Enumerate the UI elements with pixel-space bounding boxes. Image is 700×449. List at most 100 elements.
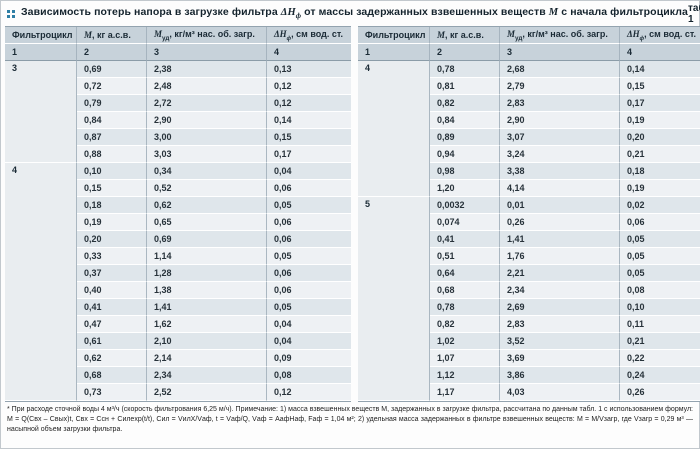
table-row: 1,17 4,03 0,26 — [358, 384, 700, 401]
cell-mass: 0,074 — [430, 214, 500, 231]
cell-headloss: 0,10 — [620, 299, 700, 316]
delta-h-subscript: ф — [295, 11, 302, 21]
table-row: 0,64 2,21 0,05 — [358, 265, 700, 282]
cell-headloss: 0,17 — [620, 95, 700, 112]
column-number: 2 — [77, 44, 147, 61]
column-label: , см вод. ст. — [644, 28, 696, 39]
table-row: 3 0,69 2,38 0,13 — [5, 61, 351, 163]
column-label: Фильтроцикл — [12, 30, 73, 40]
table-row: 0,88 3,03 0,17 — [5, 146, 351, 163]
table-row: 0,15 0,52 0,06 — [5, 180, 351, 197]
cell-headloss: 0,19 — [620, 112, 700, 129]
cell-mass: 0,62 — [77, 350, 147, 367]
cell-mass: 0,33 — [77, 248, 147, 265]
cell-mass: 0,89 — [430, 129, 500, 146]
cell-specific-mass: 3,03 — [147, 146, 267, 163]
cell-mass: 1,12 — [430, 367, 500, 384]
table-row: 0,19 0,65 0,06 — [5, 214, 351, 231]
title-text-part: с начала фильтроцикла — [558, 6, 688, 19]
tables-container: Фильтроцикл M, кг а.с.в. Mуд, кг/м³ нас.… — [5, 26, 700, 402]
cell-mass: 0,69 — [77, 61, 147, 78]
cell-specific-mass: 1,41 — [147, 299, 267, 316]
cell-specific-mass: 0,52 — [147, 180, 267, 197]
cell-specific-mass: 4,03 — [500, 384, 620, 401]
table-row: 0,61 2,10 0,04 — [5, 333, 351, 350]
cell-specific-mass: 3,38 — [500, 163, 620, 180]
cell-mass: 0,20 — [77, 231, 147, 248]
cell-mass: 1,02 — [430, 333, 500, 350]
cell-specific-mass: 0,26 — [500, 214, 620, 231]
cell-headloss: 0,08 — [620, 282, 700, 299]
cell-mass: 1,17 — [430, 384, 500, 401]
numbering-row: 1 2 3 4 — [358, 44, 700, 61]
cycle-number: 4 — [5, 163, 77, 401]
cell-mass: 0,61 — [77, 333, 147, 350]
cell-mass: 0,47 — [77, 316, 147, 333]
cell-headloss: 0,09 — [267, 350, 351, 367]
footnote: * При расходе сточной воды 4 м³/ч (скоро… — [7, 406, 693, 433]
table-row: 0,82 2,83 0,11 — [358, 316, 700, 333]
cell-headloss: 0,24 — [620, 367, 700, 384]
cell-headloss: 0,05 — [620, 248, 700, 265]
column-subscript: уд — [162, 34, 170, 42]
column-label: , см вод. ст. — [291, 28, 343, 39]
cell-mass: 0,68 — [430, 282, 500, 299]
cell-specific-mass: 1,41 — [500, 231, 620, 248]
table-row: 1,07 3,69 0,22 — [358, 350, 700, 367]
column-header-cycle: Фильтроцикл — [5, 27, 77, 44]
cell-specific-mass: 2,52 — [147, 384, 267, 401]
column-label: , кг а.с.в. — [92, 30, 131, 40]
cell-headloss: 0,06 — [620, 214, 700, 231]
cell-headloss: 0,02 — [620, 197, 700, 214]
cell-specific-mass: 0,62 — [147, 197, 267, 214]
cell-mass: 0,84 — [430, 112, 500, 129]
cell-headloss: 0,05 — [267, 248, 351, 265]
table-row: 0,18 0,62 0,05 — [5, 197, 351, 214]
cell-mass: 0,78 — [430, 299, 500, 316]
cell-mass: 0,98 — [430, 163, 500, 180]
table-row: 5 0,0032 0,01 0,02 — [358, 197, 700, 401]
column-number: 1 — [5, 44, 77, 61]
page-title: Зависимость потерь напора в загрузке фил… — [21, 6, 688, 20]
title-text-part: Зависимость потерь напора в загрузке фил… — [21, 6, 281, 19]
cell-mass: 0,82 — [430, 316, 500, 333]
column-header-specific-mass: Mуд, кг/м³ нас. об. загр. — [147, 27, 267, 44]
cell-headloss: 0,11 — [620, 316, 700, 333]
column-number: 1 — [358, 44, 430, 61]
cell-mass: 0,40 — [77, 282, 147, 299]
table-row: 0,98 3,38 0,18 — [358, 163, 700, 180]
cell-specific-mass: 1,28 — [147, 265, 267, 282]
cell-mass: 0,41 — [430, 231, 500, 248]
table-row: 0,72 2,48 0,12 — [5, 78, 351, 95]
cell-mass: 0,64 — [430, 265, 500, 282]
cell-specific-mass: 3,52 — [500, 333, 620, 350]
header-row: Фильтроцикл M, кг а.с.в. Mуд, кг/м³ нас.… — [358, 27, 700, 44]
cell-headloss: 0,04 — [267, 333, 351, 350]
cell-headloss: 0,13 — [267, 61, 351, 78]
cell-specific-mass: 3,07 — [500, 129, 620, 146]
column-header-mass: M, кг а.с.в. — [430, 27, 500, 44]
cell-headloss: 0,06 — [267, 265, 351, 282]
cell-headloss: 0,05 — [620, 231, 700, 248]
cell-specific-mass: 2,34 — [500, 282, 620, 299]
table-row: 0,33 1,14 0,05 — [5, 248, 351, 265]
cell-specific-mass: 2,48 — [147, 78, 267, 95]
cycle-number: 3 — [5, 61, 77, 163]
cell-mass: 0,81 — [430, 78, 500, 95]
table-row: 0,074 0,26 0,06 — [358, 214, 700, 231]
table-row: 0,40 1,38 0,06 — [5, 282, 351, 299]
cell-headloss: 0,21 — [620, 146, 700, 163]
cell-headloss: 0,20 — [620, 129, 700, 146]
column-number: 4 — [267, 44, 351, 61]
cell-headloss: 0,12 — [267, 384, 351, 401]
cell-headloss: 0,08 — [267, 367, 351, 384]
cell-specific-mass: 2,68 — [500, 61, 620, 78]
cell-headloss: 0,06 — [267, 180, 351, 197]
column-symbol: M — [507, 28, 516, 39]
table-row: 0,73 2,52 0,12 — [5, 384, 351, 401]
cell-specific-mass: 2,79 — [500, 78, 620, 95]
delta-h-symbol: ΔH — [280, 7, 296, 19]
cell-mass: 0,88 — [77, 146, 147, 163]
cell-headloss: 0,14 — [267, 112, 351, 129]
